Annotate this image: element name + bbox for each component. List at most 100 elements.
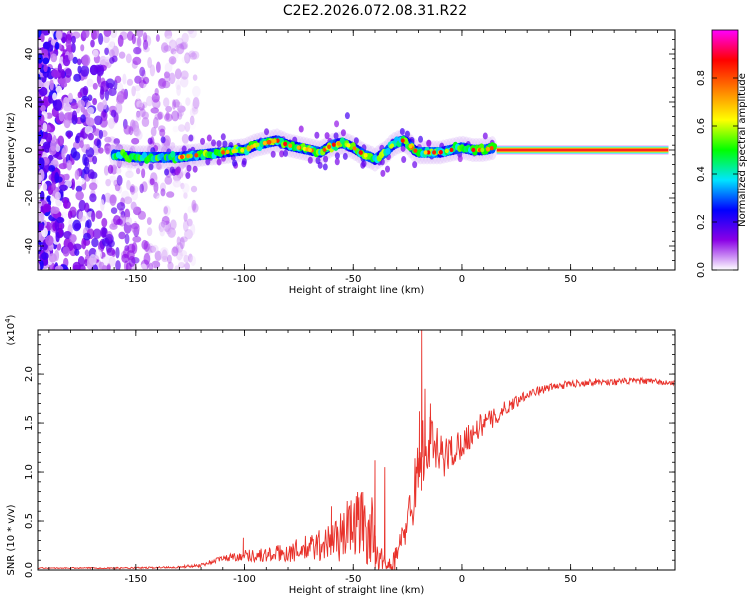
ridge-scatter bbox=[232, 159, 238, 167]
ridge-scatter bbox=[418, 135, 424, 143]
noise-blob bbox=[60, 81, 68, 88]
noise-blob bbox=[96, 139, 102, 149]
noise-blob bbox=[153, 192, 160, 199]
noise-blob bbox=[115, 167, 122, 175]
noise-blob bbox=[106, 247, 116, 257]
noise-blob bbox=[72, 56, 78, 64]
ridge-scatter bbox=[340, 129, 346, 137]
noise-blob bbox=[160, 188, 166, 197]
noise-blob bbox=[104, 47, 109, 56]
noise-blob bbox=[66, 131, 72, 139]
noise-blob bbox=[190, 223, 196, 236]
noise-blob bbox=[72, 219, 82, 232]
noise-blob bbox=[53, 99, 63, 112]
noise-blob bbox=[174, 101, 183, 109]
ridge-peak bbox=[250, 144, 255, 149]
noise-blob bbox=[123, 196, 133, 205]
noise-blob bbox=[103, 30, 112, 37]
noise-blob bbox=[168, 72, 176, 85]
noise-blob bbox=[161, 255, 169, 263]
noise-blob bbox=[161, 80, 171, 89]
noise-blob bbox=[38, 79, 43, 90]
noise-blob bbox=[104, 136, 112, 143]
x-tick-label: 50 bbox=[564, 274, 577, 285]
noise-blob bbox=[191, 201, 196, 213]
noise-blob bbox=[163, 71, 171, 79]
noise-blob bbox=[176, 236, 181, 246]
noise-blob bbox=[133, 127, 141, 137]
noise-blob bbox=[159, 220, 167, 228]
noise-blob bbox=[54, 41, 60, 50]
ridge-scatter bbox=[401, 156, 407, 164]
noise-blob bbox=[55, 143, 61, 153]
noise-blob bbox=[163, 220, 172, 233]
ridge-scatter bbox=[216, 140, 222, 148]
ridge-peak bbox=[489, 146, 494, 151]
y-tick-label: 0.5 bbox=[24, 513, 35, 529]
noise-blob bbox=[64, 173, 70, 181]
plot-frame bbox=[37, 329, 676, 571]
ridge-scatter bbox=[384, 165, 390, 173]
ridge-scatter bbox=[426, 139, 432, 147]
noise-blob bbox=[187, 30, 195, 35]
noise-blob bbox=[49, 79, 54, 91]
noise-blob bbox=[115, 144, 124, 152]
noise-blob bbox=[58, 162, 68, 170]
noise-blob bbox=[131, 223, 140, 234]
ridge-peak bbox=[271, 138, 276, 144]
noise-blob bbox=[101, 217, 108, 228]
noise-blob bbox=[40, 252, 49, 260]
noise-blob bbox=[95, 249, 102, 260]
noise-blob bbox=[123, 91, 128, 100]
noise-blob bbox=[57, 63, 62, 73]
ridge-scatter bbox=[404, 130, 410, 138]
ridge-peak bbox=[423, 150, 428, 155]
noise-blob bbox=[171, 123, 178, 134]
noise-blob bbox=[83, 232, 91, 241]
ridge-core bbox=[141, 151, 148, 159]
y-tick-label: 20 bbox=[24, 96, 35, 109]
noise-blob bbox=[160, 42, 169, 53]
noise-blob bbox=[77, 65, 82, 74]
noise-blob bbox=[38, 199, 43, 209]
noise-blob bbox=[135, 92, 141, 101]
noise-blob bbox=[147, 57, 153, 69]
noise-blob bbox=[132, 235, 142, 243]
ridge-scatter bbox=[181, 145, 187, 153]
ridge-scatter bbox=[148, 163, 154, 171]
noise-blob bbox=[181, 32, 189, 44]
noise-blob bbox=[131, 33, 136, 45]
ridge-scatter bbox=[175, 168, 181, 176]
noise-blob bbox=[84, 125, 94, 135]
noise-blob bbox=[174, 45, 180, 52]
noise-blob bbox=[55, 176, 63, 183]
noise-blob bbox=[41, 48, 49, 57]
noise-blob bbox=[40, 33, 45, 43]
ridge-core bbox=[385, 147, 391, 155]
ridge-scatter bbox=[200, 137, 206, 145]
noise-blob bbox=[87, 106, 95, 115]
noise-blob bbox=[50, 195, 55, 203]
noise-blob bbox=[191, 50, 200, 60]
noise-blob bbox=[135, 167, 141, 175]
noise-blob bbox=[55, 30, 63, 40]
noise-blob bbox=[115, 260, 121, 270]
ridge-scatter bbox=[220, 133, 226, 141]
noise-blob bbox=[93, 30, 100, 39]
noise-blob bbox=[52, 92, 58, 101]
noise-blob bbox=[56, 216, 65, 224]
ridge-peak bbox=[262, 140, 267, 146]
ridge-scatter bbox=[241, 157, 247, 165]
noise-blob bbox=[159, 247, 169, 258]
noise-blob bbox=[65, 40, 72, 49]
noise-blob bbox=[172, 125, 179, 133]
noise-blob bbox=[175, 37, 184, 49]
x-tick-label: 0 bbox=[459, 574, 465, 585]
colorbar-tick-label: 0.0 bbox=[696, 262, 707, 278]
noise-blob bbox=[38, 157, 45, 169]
noise-blob bbox=[98, 33, 104, 45]
ridge-peak bbox=[221, 150, 226, 155]
noise-blob bbox=[74, 169, 80, 180]
noise-blob bbox=[38, 86, 48, 97]
noise-blob bbox=[42, 183, 48, 192]
